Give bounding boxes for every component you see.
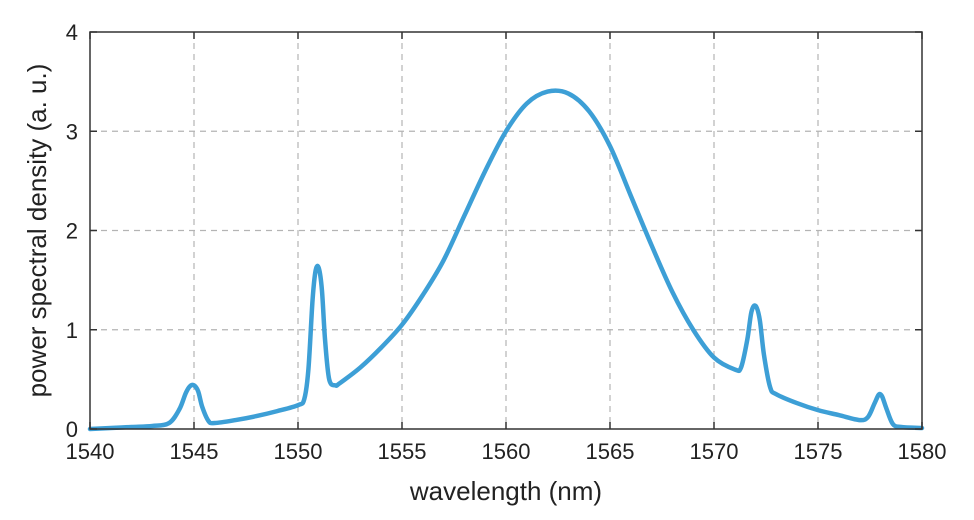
y-tick-label: 0 xyxy=(66,417,78,442)
x-tick-label: 1565 xyxy=(586,439,635,464)
y-tick-labels: 0 1 2 3 4 xyxy=(66,20,78,442)
x-tick-label: 1545 xyxy=(170,439,219,464)
x-tick-label: 1550 xyxy=(274,439,323,464)
tick-marks xyxy=(89,31,923,430)
x-axis-label: wavelength (nm) xyxy=(409,476,602,506)
x-tick-label: 1570 xyxy=(690,439,739,464)
x-tick-label: 1575 xyxy=(794,439,843,464)
x-tick-label: 1560 xyxy=(482,439,531,464)
y-tick-label: 2 xyxy=(66,219,78,244)
y-tick-label: 1 xyxy=(66,318,78,343)
spectrum-line xyxy=(87,88,925,432)
y-tick-label: 4 xyxy=(66,20,78,45)
grid xyxy=(90,32,922,429)
x-tick-label: 1555 xyxy=(378,439,427,464)
series-area xyxy=(87,88,925,432)
y-tick-label: 3 xyxy=(66,119,78,144)
x-tick-label: 1540 xyxy=(66,439,115,464)
x-tick-labels: 1540 1545 1550 1555 1560 1565 1570 1575 1580 xyxy=(66,439,947,464)
y-axis-label: power spectral density (a. u.) xyxy=(22,64,52,398)
x-tick-label: 1580 xyxy=(898,439,947,464)
